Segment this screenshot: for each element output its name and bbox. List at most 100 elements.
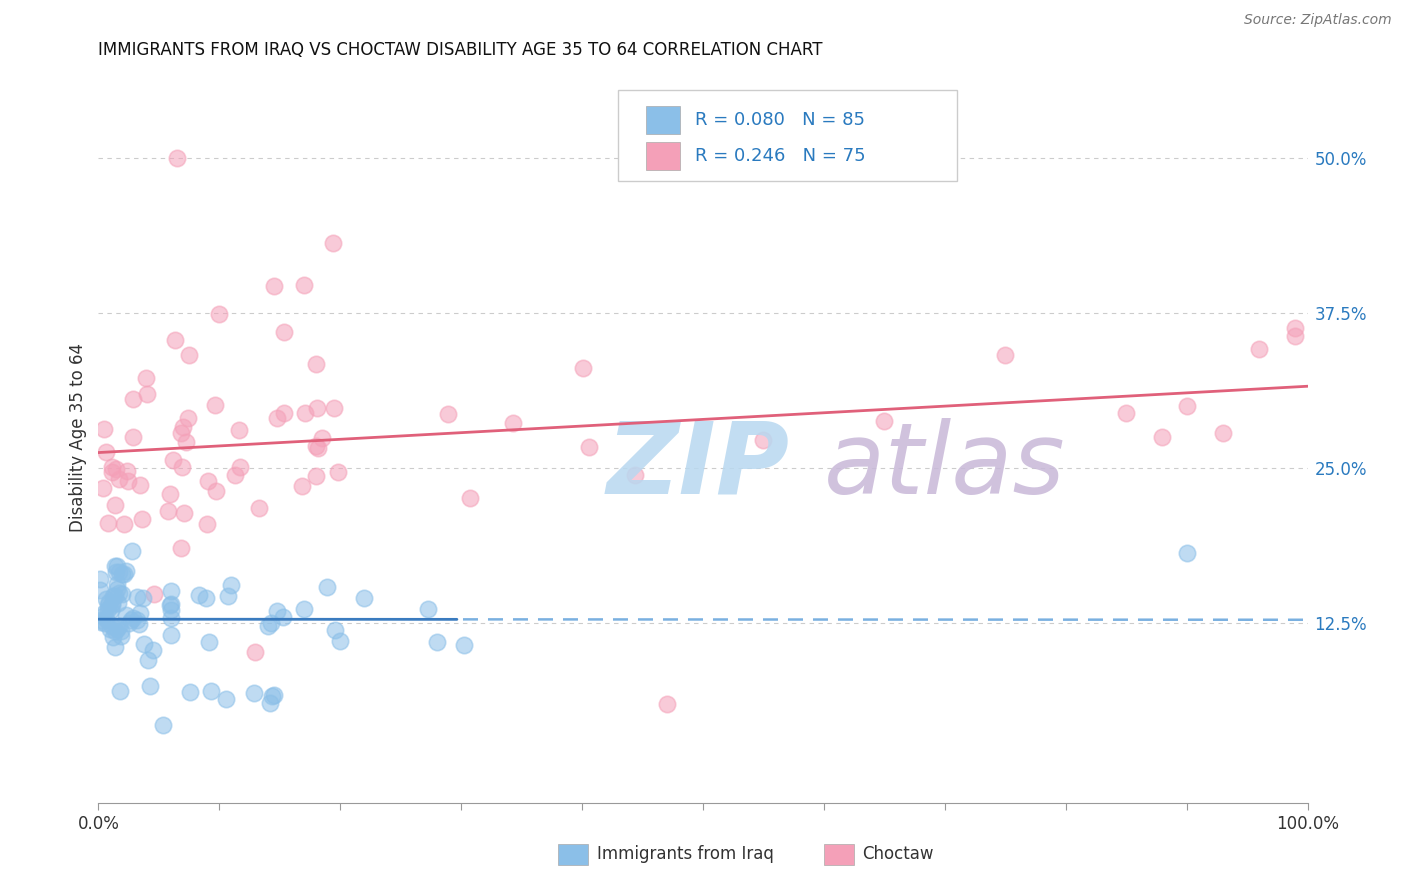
Text: R = 0.080   N = 85: R = 0.080 N = 85 — [695, 112, 865, 129]
Point — [305, 439, 328, 453]
Point — [97, 602, 120, 616]
Point — [416, 601, 439, 615]
Point — [307, 401, 329, 416]
Text: atlas: atlas — [824, 417, 1066, 515]
Point — [91, 609, 114, 624]
Point — [128, 616, 150, 631]
Point — [91, 482, 114, 496]
Point — [156, 504, 179, 518]
Point — [160, 603, 183, 617]
Bar — [647, 143, 681, 170]
Point — [752, 433, 775, 447]
Point — [217, 590, 239, 604]
Point — [160, 610, 183, 624]
Point — [142, 643, 165, 657]
Text: IMMIGRANTS FROM IRAQ VS CHOCTAW DISABILITY AGE 35 TO 64 CORRELATION CHART: IMMIGRANTS FROM IRAQ VS CHOCTAW DISABILI… — [98, 41, 823, 59]
Point — [1175, 399, 1198, 413]
Point — [97, 595, 120, 609]
Point — [1115, 406, 1137, 420]
Point — [90, 613, 112, 627]
Point — [129, 607, 152, 621]
Point — [159, 486, 181, 500]
Point — [188, 588, 211, 602]
Point — [208, 307, 231, 321]
Point — [131, 591, 153, 606]
Point — [134, 637, 156, 651]
Point — [655, 697, 678, 711]
Point — [262, 689, 284, 703]
Point — [100, 603, 122, 617]
Point — [228, 423, 250, 437]
Point — [93, 422, 115, 436]
Point — [578, 440, 600, 454]
Point — [243, 645, 266, 659]
Point — [1152, 430, 1174, 444]
Point — [115, 607, 138, 622]
Point — [160, 583, 183, 598]
Text: Immigrants from Iraq: Immigrants from Iraq — [596, 845, 773, 863]
Point — [136, 387, 159, 401]
Point — [125, 590, 148, 604]
Point — [111, 566, 134, 581]
Point — [204, 398, 226, 412]
Point — [243, 686, 266, 700]
Point — [195, 591, 218, 605]
Point — [93, 607, 115, 621]
Point — [108, 684, 131, 698]
Point — [89, 582, 111, 597]
Point — [179, 348, 201, 362]
Point — [572, 361, 595, 376]
Point — [111, 587, 134, 601]
Point — [162, 453, 184, 467]
Text: R = 0.246   N = 75: R = 0.246 N = 75 — [695, 147, 865, 165]
Point — [197, 474, 219, 488]
Point — [98, 622, 121, 636]
Point — [1175, 546, 1198, 560]
Point — [307, 441, 329, 455]
Point — [103, 640, 125, 654]
Point — [257, 619, 280, 633]
Point — [110, 629, 132, 643]
Point — [322, 236, 344, 251]
Point — [121, 543, 143, 558]
Point — [104, 566, 127, 580]
Point — [1212, 425, 1234, 440]
Point — [437, 407, 460, 421]
Point — [453, 638, 475, 652]
Point — [120, 613, 142, 627]
Text: Choctaw: Choctaw — [863, 845, 934, 863]
Point — [159, 598, 181, 612]
Point — [135, 371, 157, 385]
Point — [143, 587, 166, 601]
Point — [117, 475, 139, 489]
Point — [152, 718, 174, 732]
Bar — [647, 106, 681, 134]
Point — [105, 623, 128, 637]
Point — [200, 684, 222, 698]
Point — [107, 472, 129, 486]
Point — [97, 598, 120, 612]
Point — [101, 599, 124, 613]
Point — [328, 465, 350, 479]
Point — [195, 517, 218, 532]
Point — [101, 589, 124, 603]
Point — [204, 484, 226, 499]
Point — [170, 460, 193, 475]
Point — [1284, 329, 1306, 343]
Point — [197, 634, 219, 648]
Point — [353, 591, 375, 605]
Point — [329, 634, 352, 648]
Point — [160, 628, 183, 642]
Point — [304, 357, 326, 371]
Point — [112, 566, 135, 581]
Point — [273, 325, 295, 339]
Point — [105, 462, 128, 476]
Point — [104, 589, 127, 603]
Point — [118, 616, 141, 631]
Point — [294, 406, 316, 420]
Point — [1249, 342, 1271, 356]
Point — [139, 679, 162, 693]
Point — [110, 624, 132, 639]
Point — [176, 411, 198, 425]
Point — [323, 624, 346, 638]
